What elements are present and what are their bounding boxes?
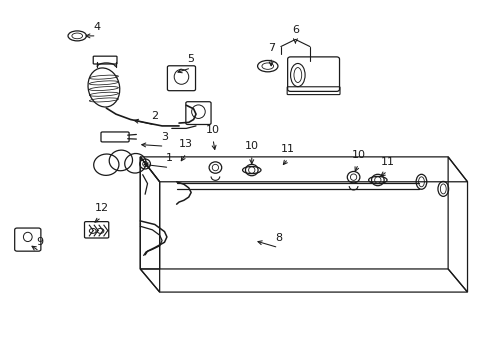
Text: 9: 9 (36, 237, 43, 247)
Text: 10: 10 (351, 150, 365, 160)
Text: 10: 10 (205, 125, 220, 135)
Text: 3: 3 (161, 132, 168, 142)
Text: 11: 11 (380, 157, 394, 167)
Text: 4: 4 (93, 22, 100, 32)
Text: 6: 6 (291, 25, 298, 35)
Text: 8: 8 (274, 233, 282, 243)
Text: 1: 1 (165, 153, 172, 163)
Text: 13: 13 (179, 139, 193, 149)
Text: 5: 5 (187, 54, 194, 64)
Text: 2: 2 (151, 111, 158, 121)
Text: 7: 7 (267, 43, 274, 53)
Text: 11: 11 (281, 144, 295, 154)
Text: 12: 12 (94, 203, 108, 213)
Text: 10: 10 (244, 141, 258, 151)
